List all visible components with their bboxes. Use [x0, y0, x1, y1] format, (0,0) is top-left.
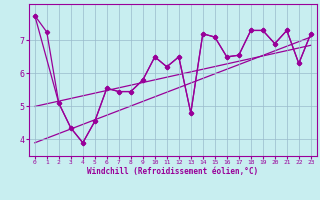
X-axis label: Windchill (Refroidissement éolien,°C): Windchill (Refroidissement éolien,°C): [87, 167, 258, 176]
